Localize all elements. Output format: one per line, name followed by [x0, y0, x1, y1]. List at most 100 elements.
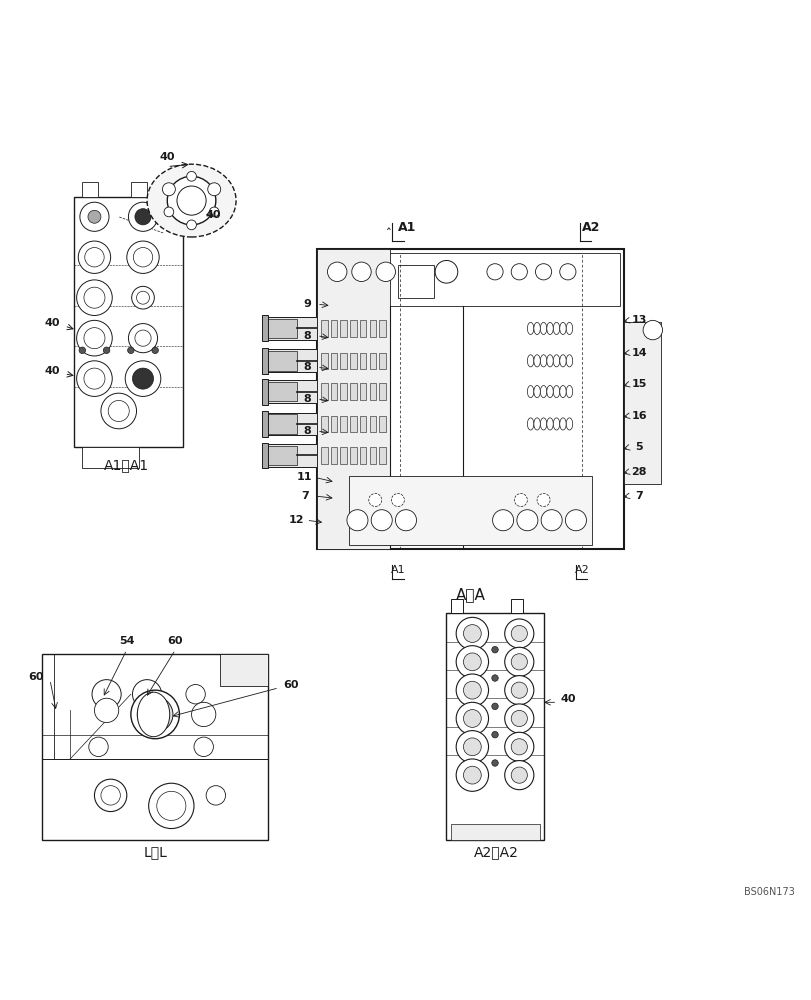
Circle shape	[127, 241, 159, 273]
Bar	[316, 249, 624, 549]
Ellipse shape	[565, 418, 572, 430]
Circle shape	[491, 703, 498, 710]
Circle shape	[88, 737, 108, 757]
Circle shape	[504, 647, 533, 676]
Circle shape	[167, 176, 216, 225]
Bar	[350, 320, 356, 337]
Text: 40: 40	[45, 366, 60, 376]
Text: $\hat{}$: $\hat{}$	[386, 221, 392, 234]
Bar	[268, 351, 296, 371]
Text: 7: 7	[301, 491, 308, 501]
Bar	[264, 380, 316, 403]
Circle shape	[463, 653, 481, 671]
Text: 40: 40	[560, 694, 575, 704]
Bar	[379, 320, 385, 337]
Bar	[268, 446, 296, 465]
Ellipse shape	[368, 494, 381, 506]
Circle shape	[76, 280, 112, 315]
Ellipse shape	[559, 322, 565, 335]
Text: A2～A2: A2～A2	[474, 845, 518, 859]
Circle shape	[491, 675, 498, 681]
Text: 15: 15	[631, 379, 646, 389]
Bar	[340, 353, 346, 369]
Ellipse shape	[559, 385, 565, 398]
Text: L～L: L～L	[143, 845, 167, 859]
Bar	[350, 447, 356, 464]
Circle shape	[642, 320, 662, 340]
Circle shape	[128, 324, 157, 353]
Bar	[369, 447, 375, 464]
Circle shape	[456, 759, 488, 791]
Bar	[369, 383, 375, 400]
Text: A2: A2	[581, 221, 600, 234]
Bar	[264, 317, 316, 340]
Bar	[330, 447, 337, 464]
Circle shape	[564, 510, 586, 531]
Circle shape	[517, 510, 537, 531]
Bar	[320, 253, 620, 306]
Ellipse shape	[533, 418, 539, 430]
Bar	[340, 383, 346, 400]
Ellipse shape	[526, 418, 533, 430]
Ellipse shape	[546, 418, 552, 430]
Circle shape	[79, 202, 109, 231]
Text: 14: 14	[630, 348, 646, 358]
Text: A1: A1	[397, 221, 416, 234]
Circle shape	[511, 264, 526, 280]
Text: 60: 60	[167, 636, 183, 646]
Circle shape	[162, 183, 175, 196]
Bar	[320, 447, 327, 464]
Circle shape	[194, 737, 213, 757]
Bar	[320, 383, 327, 400]
Circle shape	[128, 202, 157, 231]
Circle shape	[132, 368, 153, 389]
Bar	[450, 599, 462, 613]
Bar	[359, 416, 366, 432]
Bar	[350, 353, 356, 369]
Circle shape	[108, 400, 129, 422]
Text: 16: 16	[630, 411, 646, 421]
Bar	[340, 447, 346, 464]
Bar	[450, 824, 539, 840]
Circle shape	[456, 646, 488, 678]
Circle shape	[491, 731, 498, 738]
Circle shape	[491, 760, 498, 766]
Text: A2: A2	[574, 565, 589, 575]
Circle shape	[463, 766, 481, 784]
Circle shape	[504, 732, 533, 761]
Circle shape	[187, 220, 196, 230]
Bar	[264, 349, 316, 372]
Circle shape	[131, 690, 179, 739]
Circle shape	[157, 791, 186, 820]
Bar	[340, 416, 346, 432]
Circle shape	[135, 330, 151, 346]
Circle shape	[84, 248, 104, 267]
Circle shape	[78, 241, 110, 273]
Circle shape	[327, 262, 346, 282]
Bar	[359, 320, 366, 337]
Circle shape	[137, 697, 173, 732]
Circle shape	[76, 361, 112, 396]
Bar	[379, 383, 385, 400]
Ellipse shape	[539, 355, 546, 367]
Bar	[379, 416, 385, 432]
Bar	[359, 353, 366, 369]
Circle shape	[127, 347, 134, 354]
Circle shape	[94, 779, 127, 812]
Bar	[220, 654, 268, 686]
Text: 5: 5	[634, 442, 642, 452]
Bar	[264, 444, 316, 467]
Circle shape	[487, 264, 503, 280]
Circle shape	[456, 617, 488, 650]
Circle shape	[456, 674, 488, 706]
Circle shape	[152, 347, 158, 354]
Bar	[349, 476, 591, 545]
Bar	[268, 319, 296, 338]
Circle shape	[206, 786, 225, 805]
Circle shape	[177, 186, 206, 215]
Circle shape	[463, 738, 481, 756]
Circle shape	[94, 698, 118, 723]
Bar	[82, 447, 139, 468]
Circle shape	[101, 393, 136, 429]
Bar	[359, 447, 366, 464]
